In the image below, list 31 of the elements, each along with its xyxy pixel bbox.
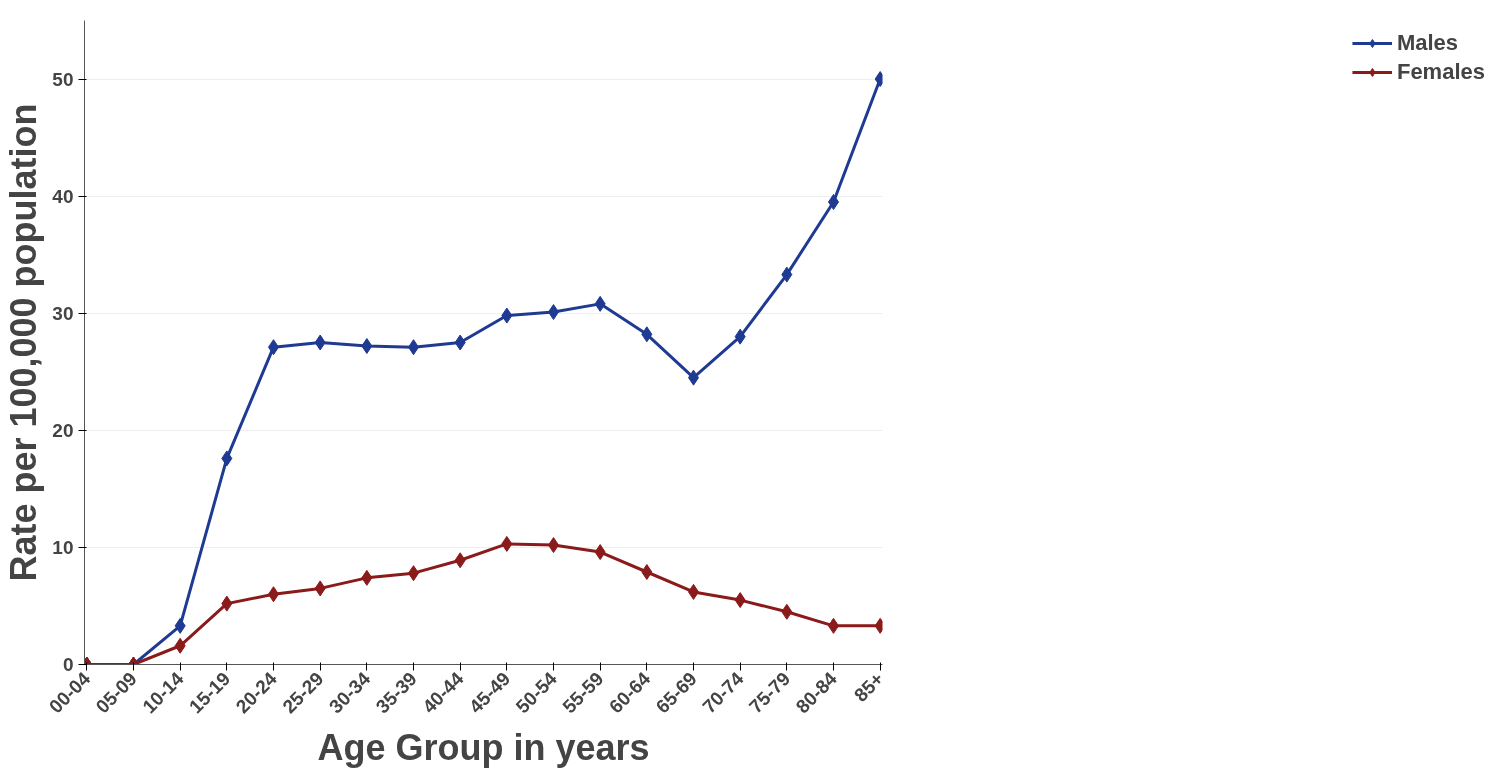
legend-label: Females <box>1396 59 1485 85</box>
point <box>221 450 233 467</box>
point <box>781 266 793 283</box>
y-axis-title: Rate per 100,000 population <box>3 103 45 582</box>
point <box>501 535 513 552</box>
point <box>594 295 606 312</box>
point <box>641 564 653 580</box>
legend-label: Males <box>1396 30 1459 56</box>
point <box>361 569 373 586</box>
x-tick-label: 85+ <box>849 668 888 706</box>
y-tick-label: 0 <box>62 654 74 675</box>
y-tick-label: 20 <box>52 419 74 441</box>
point <box>314 334 326 351</box>
point <box>501 307 513 324</box>
point <box>594 544 606 561</box>
y-tick-label: 40 <box>52 185 74 207</box>
y-tick-label: 30 <box>52 302 74 324</box>
point <box>454 552 466 569</box>
y-tick-label: 50 <box>52 68 74 90</box>
point <box>221 595 233 612</box>
point <box>641 326 653 343</box>
point <box>454 334 466 351</box>
x-axis-title: Age Group in years <box>317 727 650 769</box>
point <box>174 617 186 634</box>
point <box>734 592 746 609</box>
point <box>781 603 793 620</box>
y-tick-label: 10 <box>52 536 74 558</box>
point <box>734 328 746 345</box>
point <box>314 580 326 597</box>
point <box>361 338 373 355</box>
point <box>174 637 186 654</box>
